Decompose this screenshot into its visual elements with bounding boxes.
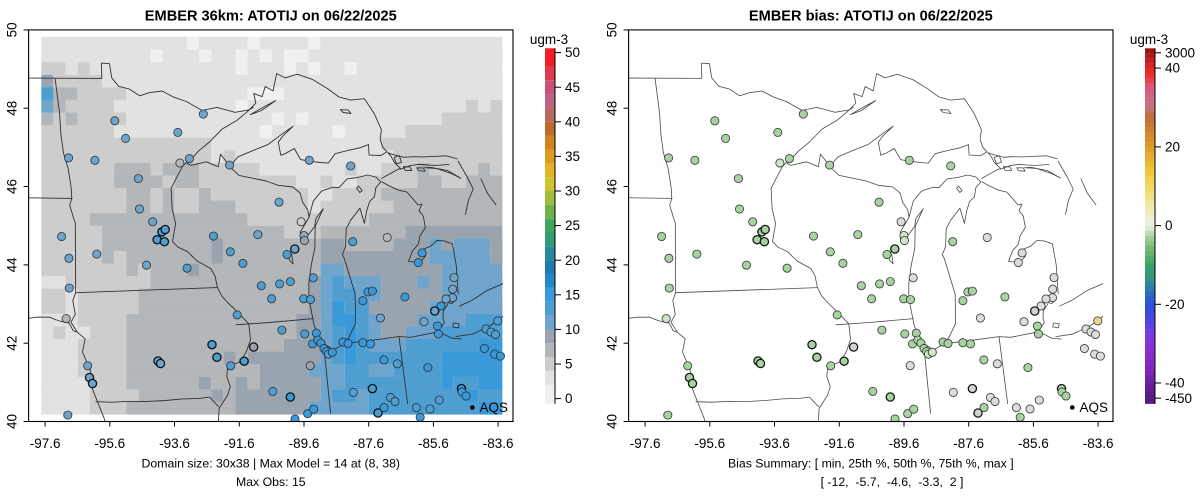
svg-text:15: 15 <box>565 287 580 302</box>
svg-text:-85.6: -85.6 <box>418 436 449 451</box>
svg-text:50: 50 <box>605 22 620 37</box>
svg-text:EMBER bias: ATOTIJ on 06/22/20: EMBER bias: ATOTIJ on 06/22/2025 <box>749 9 993 25</box>
svg-text:-450: -450 <box>1165 391 1192 406</box>
svg-text:-85.6: -85.6 <box>1018 436 1049 451</box>
svg-text:40: 40 <box>605 414 620 429</box>
svg-text:50: 50 <box>5 22 20 37</box>
svg-text:35: 35 <box>565 149 580 164</box>
svg-text:48: 48 <box>5 101 20 116</box>
svg-text:Max Obs: 15: Max Obs: 15 <box>236 475 306 489</box>
svg-text:[ -12, -5.7, -4.6, -3.3, 2: [ -12, -5.7, -4.6, -3.3, 2 ] <box>821 475 964 489</box>
svg-text:AQS: AQS <box>1080 400 1109 415</box>
svg-text:-20: -20 <box>1165 297 1185 312</box>
svg-text:20: 20 <box>1165 140 1180 155</box>
svg-text:Domain size: 30x38 | Max Model: Domain size: 30x38 | Max Model = 14 at (… <box>142 457 400 471</box>
svg-text:30: 30 <box>565 184 580 199</box>
svg-text:-40: -40 <box>1165 376 1185 391</box>
svg-text:20: 20 <box>565 253 580 268</box>
svg-text:-95.6: -95.6 <box>694 436 725 451</box>
svg-text:40: 40 <box>565 114 580 129</box>
svg-text:25: 25 <box>565 218 580 233</box>
svg-text:-87.6: -87.6 <box>353 436 384 451</box>
svg-text:ugm-3: ugm-3 <box>530 32 568 47</box>
svg-text:-83.6: -83.6 <box>483 436 514 451</box>
svg-text:-93.6: -93.6 <box>159 436 190 451</box>
svg-text:ugm-3: ugm-3 <box>1130 32 1168 47</box>
svg-text:10: 10 <box>565 322 580 337</box>
svg-text:-83.6: -83.6 <box>1083 436 1114 451</box>
svg-text:5: 5 <box>565 357 573 372</box>
svg-text:-93.6: -93.6 <box>759 436 790 451</box>
svg-text:50: 50 <box>565 45 580 60</box>
svg-text:Bias Summary: [ min, 25th %, 5: Bias Summary: [ min, 25th %, 50th %, 75t… <box>728 457 1014 471</box>
svg-text:0: 0 <box>1165 218 1173 233</box>
svg-text:-89.6: -89.6 <box>289 436 320 451</box>
svg-text:40: 40 <box>5 414 20 429</box>
svg-text:44: 44 <box>605 257 620 273</box>
svg-text:EMBER 36km: ATOTIJ on 06/22/20: EMBER 36km: ATOTIJ on 06/22/2025 <box>145 9 397 25</box>
svg-text:-87.6: -87.6 <box>953 436 984 451</box>
svg-text:48: 48 <box>605 101 620 116</box>
svg-text:0: 0 <box>565 391 573 406</box>
svg-text:3000: 3000 <box>1165 45 1195 60</box>
svg-text:-97.6: -97.6 <box>30 436 61 451</box>
svg-text:-91.6: -91.6 <box>224 436 255 451</box>
svg-text:42: 42 <box>605 336 620 351</box>
svg-text:AQS: AQS <box>480 400 509 415</box>
svg-text:45: 45 <box>565 80 580 95</box>
svg-text:42: 42 <box>5 336 20 351</box>
svg-text:46: 46 <box>5 179 20 194</box>
svg-text:-91.6: -91.6 <box>824 436 855 451</box>
svg-text:-97.6: -97.6 <box>630 436 661 451</box>
svg-text:-89.6: -89.6 <box>889 436 920 451</box>
svg-text:46: 46 <box>605 179 620 194</box>
svg-text:44: 44 <box>5 257 20 273</box>
svg-text:40: 40 <box>1165 61 1180 76</box>
svg-text:-95.6: -95.6 <box>94 436 125 451</box>
